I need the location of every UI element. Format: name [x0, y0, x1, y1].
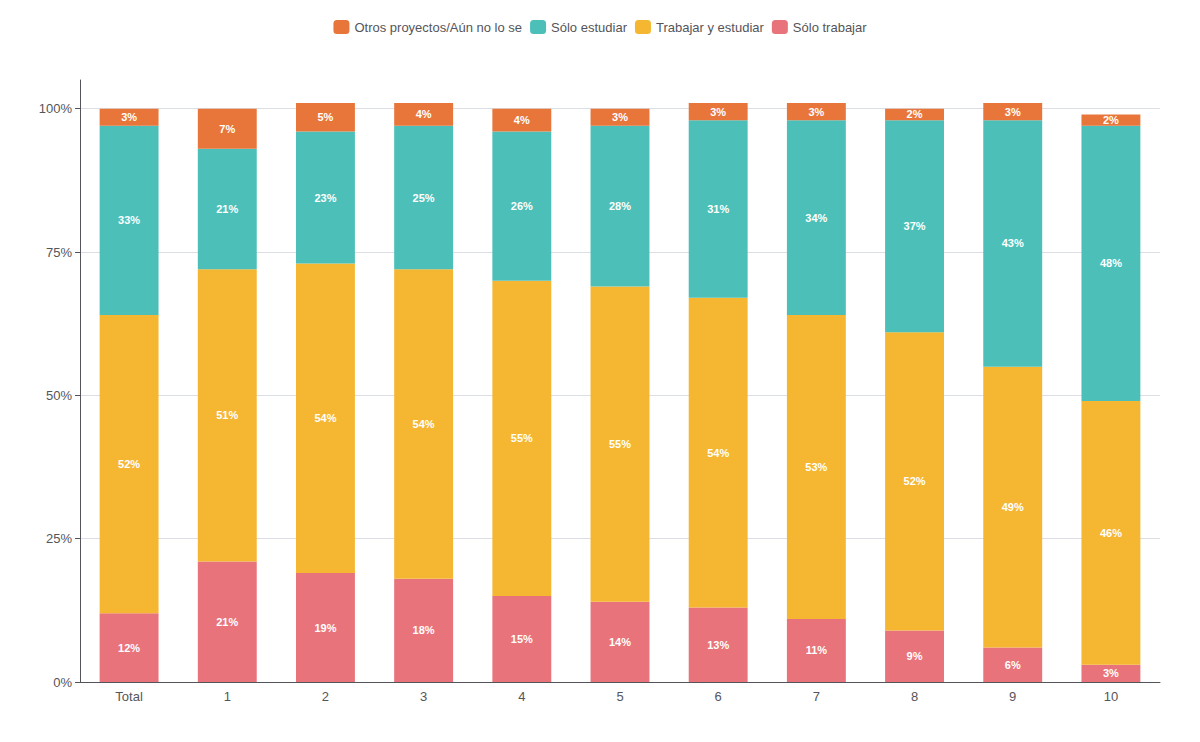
svg-text:13%: 13% [707, 639, 729, 651]
svg-text:25%: 25% [413, 192, 435, 204]
svg-text:7%: 7% [219, 123, 235, 135]
svg-text:4%: 4% [514, 114, 530, 126]
svg-text:5: 5 [616, 689, 623, 704]
svg-text:3%: 3% [1103, 667, 1119, 679]
svg-text:4: 4 [518, 689, 525, 704]
svg-text:49%: 49% [1002, 501, 1024, 513]
svg-text:21%: 21% [216, 616, 238, 628]
svg-text:54%: 54% [413, 418, 435, 430]
svg-text:3%: 3% [612, 111, 628, 123]
svg-text:6%: 6% [1005, 659, 1021, 671]
svg-text:54%: 54% [314, 412, 336, 424]
svg-text:4%: 4% [416, 108, 432, 120]
svg-text:9: 9 [1009, 689, 1016, 704]
svg-text:33%: 33% [118, 214, 140, 226]
svg-text:3%: 3% [121, 111, 137, 123]
svg-text:52%: 52% [904, 475, 926, 487]
svg-text:37%: 37% [904, 220, 926, 232]
svg-text:3%: 3% [710, 106, 726, 118]
svg-text:8: 8 [911, 689, 918, 704]
svg-text:55%: 55% [609, 438, 631, 450]
svg-text:18%: 18% [413, 624, 435, 636]
svg-text:3: 3 [420, 689, 427, 704]
svg-text:Total: Total [115, 689, 143, 704]
svg-text:7: 7 [813, 689, 820, 704]
svg-text:2%: 2% [907, 108, 923, 120]
svg-text:15%: 15% [511, 633, 533, 645]
svg-text:28%: 28% [609, 200, 631, 212]
svg-text:43%: 43% [1002, 237, 1024, 249]
svg-text:6: 6 [715, 689, 722, 704]
svg-text:Sólo trabajar: Sólo trabajar [793, 20, 867, 35]
svg-text:31%: 31% [707, 203, 729, 215]
svg-text:1: 1 [224, 689, 231, 704]
svg-text:Sólo estudiar: Sólo estudiar [551, 20, 628, 35]
svg-text:46%: 46% [1100, 527, 1122, 539]
svg-text:11%: 11% [806, 644, 828, 656]
svg-text:14%: 14% [609, 636, 631, 648]
svg-text:2: 2 [322, 689, 329, 704]
svg-text:25%: 25% [46, 531, 72, 546]
svg-text:48%: 48% [1100, 257, 1122, 269]
svg-text:Otros proyectos/Aún no lo se: Otros proyectos/Aún no lo se [354, 20, 522, 35]
svg-text:55%: 55% [511, 432, 533, 444]
svg-text:3%: 3% [1005, 106, 1021, 118]
svg-text:Trabajar y estudiar: Trabajar y estudiar [656, 20, 765, 35]
svg-text:50%: 50% [46, 388, 72, 403]
svg-text:10: 10 [1104, 689, 1118, 704]
svg-text:54%: 54% [707, 447, 729, 459]
svg-text:19%: 19% [314, 622, 336, 634]
svg-text:12%: 12% [118, 642, 140, 654]
svg-text:52%: 52% [118, 458, 140, 470]
svg-text:75%: 75% [46, 245, 72, 260]
svg-text:3%: 3% [808, 106, 824, 118]
svg-text:51%: 51% [216, 409, 238, 421]
svg-text:0%: 0% [53, 675, 72, 690]
svg-text:5%: 5% [318, 111, 334, 123]
svg-text:21%: 21% [216, 203, 238, 215]
svg-text:9%: 9% [907, 650, 923, 662]
svg-text:34%: 34% [805, 212, 827, 224]
svg-text:53%: 53% [805, 461, 827, 473]
svg-text:23%: 23% [314, 192, 336, 204]
svg-text:100%: 100% [39, 101, 73, 116]
svg-text:26%: 26% [511, 200, 533, 212]
svg-text:2%: 2% [1103, 114, 1119, 126]
